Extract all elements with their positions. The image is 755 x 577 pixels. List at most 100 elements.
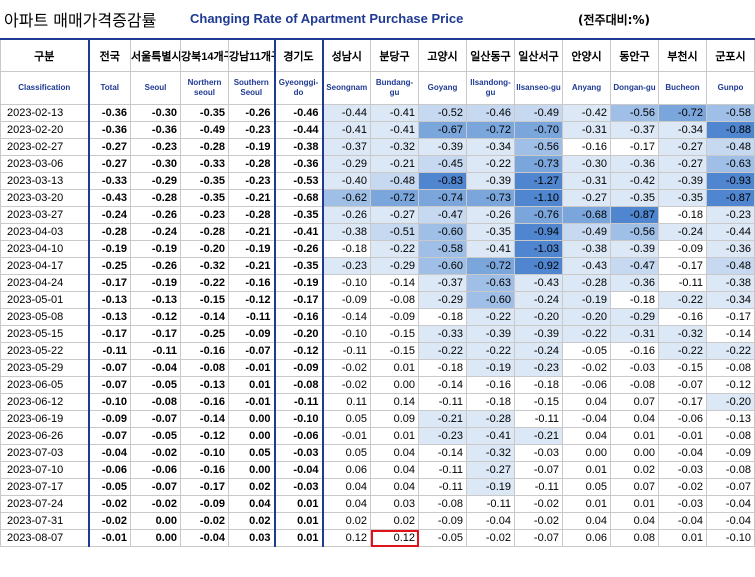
value-cell: -0.01 (322, 427, 371, 445)
value-cell: -0.04 (562, 410, 611, 428)
value-cell: -0.21 (418, 410, 467, 428)
value-cell: -0.04 (658, 512, 707, 530)
value-cell: -0.73 (466, 189, 515, 207)
value-cell: -0.18 (418, 359, 467, 377)
table-row: 2023-07-31 -0.02 0.00 -0.02 0.02 0.01 0.02 0.02… (0, 512, 755, 530)
table-row: 2023-07-03 -0.04 -0.02 -0.10 0.05 -0.03 0.05 0.… (0, 444, 755, 462)
value-cell: -0.10 (273, 410, 324, 428)
header-ko-8: 고양시 (418, 38, 467, 72)
value-cell: -0.23 (418, 427, 467, 445)
header-row-korean: 구분전국서울특별시강북14개구강남11개구경기도성남시분당구고양시일산동구일산서… (0, 38, 755, 72)
value-cell: -0.22 (658, 342, 707, 360)
value-cell: -0.18 (418, 308, 467, 326)
date-cell: 2023-05-22 (0, 342, 89, 360)
value-cell: -0.23 (514, 359, 563, 377)
value-cell: -0.30 (562, 155, 611, 173)
value-cell: -0.12 (180, 427, 229, 445)
value-cell: -0.07 (228, 342, 275, 360)
value-cell: -0.31 (562, 121, 611, 139)
value-cell: -0.83 (418, 172, 467, 190)
value-cell: -0.09 (322, 291, 371, 309)
highlighted-cell: 0.12 (370, 529, 419, 547)
value-cell: -0.34 (658, 121, 707, 139)
value-cell: 0.06 (562, 529, 611, 547)
value-cell: -0.13 (180, 376, 229, 394)
value-cell: -0.37 (610, 121, 659, 139)
value-cell: -0.17 (273, 291, 324, 309)
value-cell: -0.29 (610, 308, 659, 326)
value-cell: -0.23 (130, 138, 181, 156)
value-cell: -1.10 (514, 189, 563, 207)
value-cell: -0.22 (466, 342, 515, 360)
value-cell: -0.36 (610, 155, 659, 173)
value-cell: 0.05 (322, 410, 371, 428)
value-cell: -0.11 (658, 274, 707, 292)
value-cell: 0.00 (562, 444, 611, 462)
table-row: 2023-03-06 -0.27 -0.30 -0.33 -0.28 -0.36 -0.29… (0, 155, 755, 173)
value-cell: -0.03 (610, 359, 659, 377)
value-cell: 0.05 (562, 478, 611, 496)
value-cell: -0.17 (180, 478, 229, 496)
value-cell: -0.11 (87, 342, 131, 360)
value-cell: -0.73 (514, 155, 563, 173)
value-cell: -0.18 (658, 206, 707, 224)
value-cell: -0.14 (322, 308, 371, 326)
header-en-1: Total (87, 71, 131, 105)
unit-label: (전주대비:%) (578, 13, 650, 27)
value-cell: -0.29 (130, 172, 181, 190)
value-cell: -0.02 (514, 495, 563, 513)
value-cell: -0.16 (180, 461, 229, 479)
header-en-2: Seoul (130, 71, 181, 105)
value-cell: -0.04 (706, 512, 755, 530)
header-en-12: Dongan-gu (610, 71, 659, 105)
value-cell: 0.08 (610, 529, 659, 547)
value-cell: -0.15 (180, 291, 229, 309)
value-cell: -0.56 (514, 138, 563, 156)
date-cell: 2023-04-10 (0, 240, 89, 258)
value-cell: -0.68 (562, 206, 611, 224)
value-cell: -0.22 (418, 342, 467, 360)
value-cell: -0.16 (658, 308, 707, 326)
value-cell: -0.08 (706, 359, 755, 377)
header-en-7: Bundang-gu (370, 71, 419, 105)
header-en-11: Anyang (562, 71, 611, 105)
value-cell: -0.11 (130, 342, 181, 360)
header-en-5: Gyeonggi-do (273, 71, 324, 105)
value-cell: 0.14 (370, 393, 419, 411)
value-cell: -0.28 (228, 206, 275, 224)
value-cell: -0.17 (610, 138, 659, 156)
value-cell: -0.41 (322, 121, 371, 139)
value-cell: -0.21 (228, 189, 275, 207)
header-ko-12: 동안구 (610, 38, 659, 72)
value-cell: -0.33 (87, 172, 131, 190)
value-cell: -0.13 (130, 291, 181, 309)
value-cell: -0.47 (610, 257, 659, 275)
value-cell: -0.36 (87, 121, 131, 139)
value-cell: -0.08 (273, 376, 324, 394)
value-cell: -0.01 (228, 359, 275, 377)
date-cell: 2023-06-19 (0, 410, 89, 428)
value-cell: -0.38 (273, 138, 324, 156)
value-cell: -0.27 (87, 155, 131, 173)
value-cell: 0.05 (322, 444, 371, 462)
value-cell: 0.04 (562, 427, 611, 445)
value-cell: -0.31 (562, 172, 611, 190)
value-cell: -0.24 (514, 291, 563, 309)
date-cell: 2023-06-12 (0, 393, 89, 411)
value-cell: -0.07 (130, 410, 181, 428)
value-cell: -0.29 (370, 257, 419, 275)
value-cell: -0.18 (466, 393, 515, 411)
value-cell: -0.04 (658, 444, 707, 462)
value-cell: -0.31 (610, 325, 659, 343)
header-ko-9: 일산동구 (466, 38, 515, 72)
date-cell: 2023-07-24 (0, 495, 89, 513)
value-cell: -0.19 (130, 274, 181, 292)
value-cell: -0.23 (228, 172, 275, 190)
value-cell: -0.36 (706, 240, 755, 258)
value-cell: -0.41 (273, 223, 324, 241)
value-cell: -0.28 (466, 410, 515, 428)
value-cell: -1.27 (514, 172, 563, 190)
value-cell: -0.02 (87, 512, 131, 530)
value-cell: -0.04 (180, 529, 229, 547)
value-cell: -0.72 (466, 121, 515, 139)
